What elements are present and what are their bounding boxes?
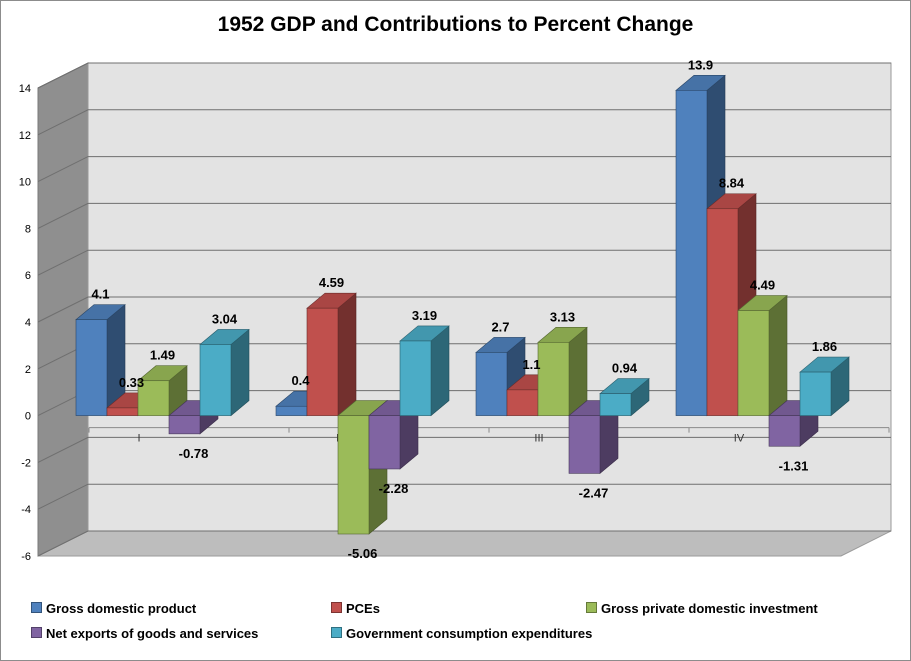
x-tick-label: I — [137, 433, 140, 445]
bar — [675, 90, 708, 416]
data-label: 3.04 — [212, 311, 238, 326]
bar-side — [768, 294, 788, 417]
legend-item: PCEs — [331, 601, 380, 616]
legend-item: Net exports of goods and services — [31, 626, 258, 641]
y-tick-label: 10 — [19, 177, 31, 189]
data-label: -2.47 — [579, 485, 609, 500]
legend-swatch — [586, 602, 597, 613]
bar — [737, 310, 770, 416]
bar — [568, 415, 601, 474]
y-tick-label: 12 — [19, 130, 31, 142]
gridline — [37, 156, 891, 183]
y-tick-label: -6 — [21, 551, 31, 563]
bar — [199, 344, 232, 416]
data-label: 2.7 — [491, 319, 509, 334]
data-label: 13.9 — [688, 57, 713, 72]
legend-swatch — [31, 627, 42, 638]
data-label: 3.13 — [550, 309, 575, 324]
bar — [768, 415, 801, 447]
gridline — [37, 249, 891, 276]
plot-area: -6-4-202468101214IIIIIIIV4.10.42.713.90.… — [19, 57, 892, 563]
data-label: 0.4 — [291, 373, 310, 388]
legend-swatch — [331, 602, 342, 613]
y-tick-label: 14 — [19, 83, 31, 95]
data-label: 1.49 — [150, 348, 175, 363]
data-label: 3.19 — [412, 308, 437, 323]
bar-side — [430, 325, 450, 417]
bar — [506, 389, 539, 416]
y-tick-label: -2 — [21, 457, 31, 469]
gridline — [37, 296, 891, 323]
gridline — [37, 202, 891, 229]
legend-label: Government consumption expenditures — [346, 626, 593, 641]
gridline — [37, 436, 891, 463]
data-label: -0.78 — [179, 446, 209, 461]
legend-label: PCEs — [346, 601, 380, 616]
data-label: -5.06 — [348, 546, 378, 561]
gridline — [37, 109, 891, 136]
y-tick-label: 2 — [25, 364, 31, 376]
data-label: 1.1 — [522, 357, 540, 372]
legend-label: Gross domestic product — [46, 601, 197, 616]
bar — [399, 340, 432, 416]
legend-swatch — [31, 602, 42, 613]
legend-item: Gross private domestic investment — [586, 601, 818, 616]
bar — [706, 208, 739, 416]
bar — [137, 380, 170, 416]
gridline — [37, 62, 891, 89]
y-tick-label: 0 — [25, 411, 31, 423]
bar-side — [568, 326, 588, 417]
bar — [475, 352, 508, 416]
bar — [537, 342, 570, 416]
bar-side — [337, 292, 357, 417]
data-label: -1.31 — [779, 458, 809, 473]
y-tick-label: 6 — [25, 270, 31, 282]
bar — [599, 393, 632, 416]
legend-label: Gross private domestic investment — [601, 601, 818, 616]
bar — [799, 371, 832, 416]
bar — [75, 319, 108, 416]
data-label: 0.33 — [119, 375, 144, 390]
y-tick-label: -4 — [21, 504, 31, 516]
floor — [37, 530, 892, 557]
bar — [337, 415, 370, 535]
data-label: 4.59 — [319, 275, 344, 290]
y-tick-label: 8 — [25, 223, 31, 235]
chart-title: 1952 GDP and Contributions to Percent Ch… — [217, 13, 694, 36]
y-tick-label: 4 — [25, 317, 31, 329]
bar — [368, 415, 401, 470]
data-label: 1.86 — [812, 339, 837, 354]
x-tick-label: IV — [734, 433, 745, 445]
bar — [106, 407, 139, 416]
bar — [168, 415, 201, 435]
legend-item: Gross domestic product — [31, 601, 196, 616]
gridline — [37, 530, 891, 557]
data-label: 8.84 — [719, 176, 745, 191]
legend: Gross domestic product PCEs Gross private … — [31, 601, 891, 651]
data-label: 4.49 — [750, 278, 775, 293]
x-tick-label: III — [534, 433, 543, 445]
data-label: 4.1 — [91, 287, 109, 302]
legend-swatch — [331, 627, 342, 638]
legend-label: Net exports of goods and services — [46, 626, 259, 641]
data-label: 0.94 — [612, 361, 638, 376]
legend-item: Government consumption expenditures — [331, 626, 592, 641]
data-label: -2.28 — [379, 481, 409, 496]
gridline — [37, 483, 891, 510]
bar — [306, 307, 339, 416]
bar — [275, 405, 308, 416]
